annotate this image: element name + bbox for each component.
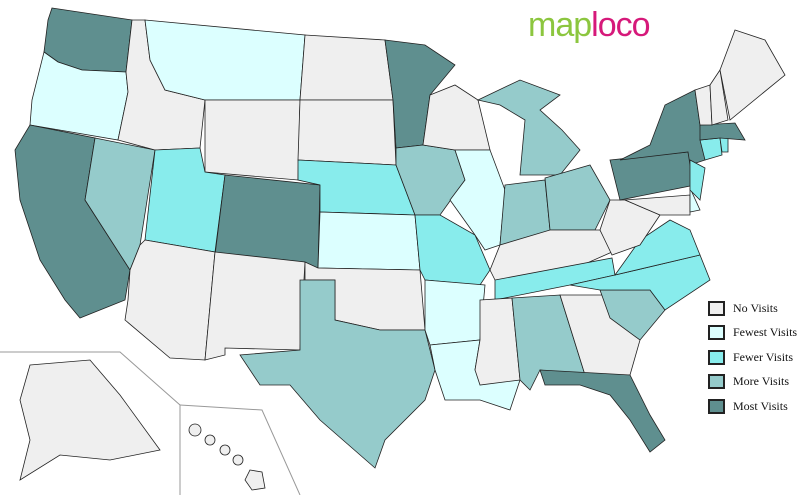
state-ks [317, 211, 421, 271]
legend-label: Fewer Visits [733, 349, 794, 364]
state-nm [204, 251, 306, 361]
state-mt [144, 19, 306, 101]
logo-map: map [528, 6, 592, 44]
hawaii-island [232, 454, 244, 466]
state-me [719, 29, 786, 121]
alaska-inset-border [0, 351, 181, 495]
legend-item-fewest-visits: Fewest Visits [708, 321, 797, 346]
legend-label: More Visits [733, 374, 790, 389]
state-hi [244, 469, 266, 491]
logo-loco: loco [591, 6, 650, 44]
state-oh [544, 164, 611, 231]
state-ar [424, 279, 486, 346]
state-wi [422, 84, 491, 151]
legend-swatch [708, 325, 725, 341]
legend-item-fewer-visits: Fewer Visits [708, 345, 797, 370]
state-ny [619, 89, 706, 166]
state-nh [709, 68, 729, 126]
hawaii-island [188, 423, 202, 437]
state-il [449, 149, 506, 251]
state-ak [19, 359, 161, 481]
hawaii-island [219, 444, 231, 456]
hawaii-inset-border [179, 404, 301, 495]
legend-label: Fewest Visits [733, 325, 798, 340]
legend-swatch [708, 374, 725, 390]
state-mo [414, 214, 491, 286]
legend-swatch [708, 300, 725, 316]
maploco-logo: maploco [528, 6, 651, 45]
legend-swatch [708, 398, 725, 414]
hawaii-island [204, 434, 216, 446]
state-mi [476, 79, 581, 176]
state-az [124, 239, 216, 361]
state-md [624, 194, 691, 216]
state-wy [204, 99, 301, 181]
state-tx [239, 279, 436, 469]
state-fl [539, 369, 666, 453]
legend-swatch [708, 349, 725, 365]
legend-item-no-visits: No Visits [708, 296, 797, 321]
state-nj [689, 159, 706, 201]
legend: No Visits Fewest Visits Fewer Visits Mor… [708, 296, 797, 419]
legend-label: Most Visits [733, 398, 788, 413]
state-de [689, 187, 701, 213]
state-nd [299, 34, 394, 101]
legend-item-most-visits: Most Visits [708, 394, 797, 419]
legend-label: No Visits [733, 300, 778, 315]
state-ma [699, 122, 746, 141]
legend-item-more-visits: More Visits [708, 370, 797, 395]
state-sd [297, 99, 397, 166]
